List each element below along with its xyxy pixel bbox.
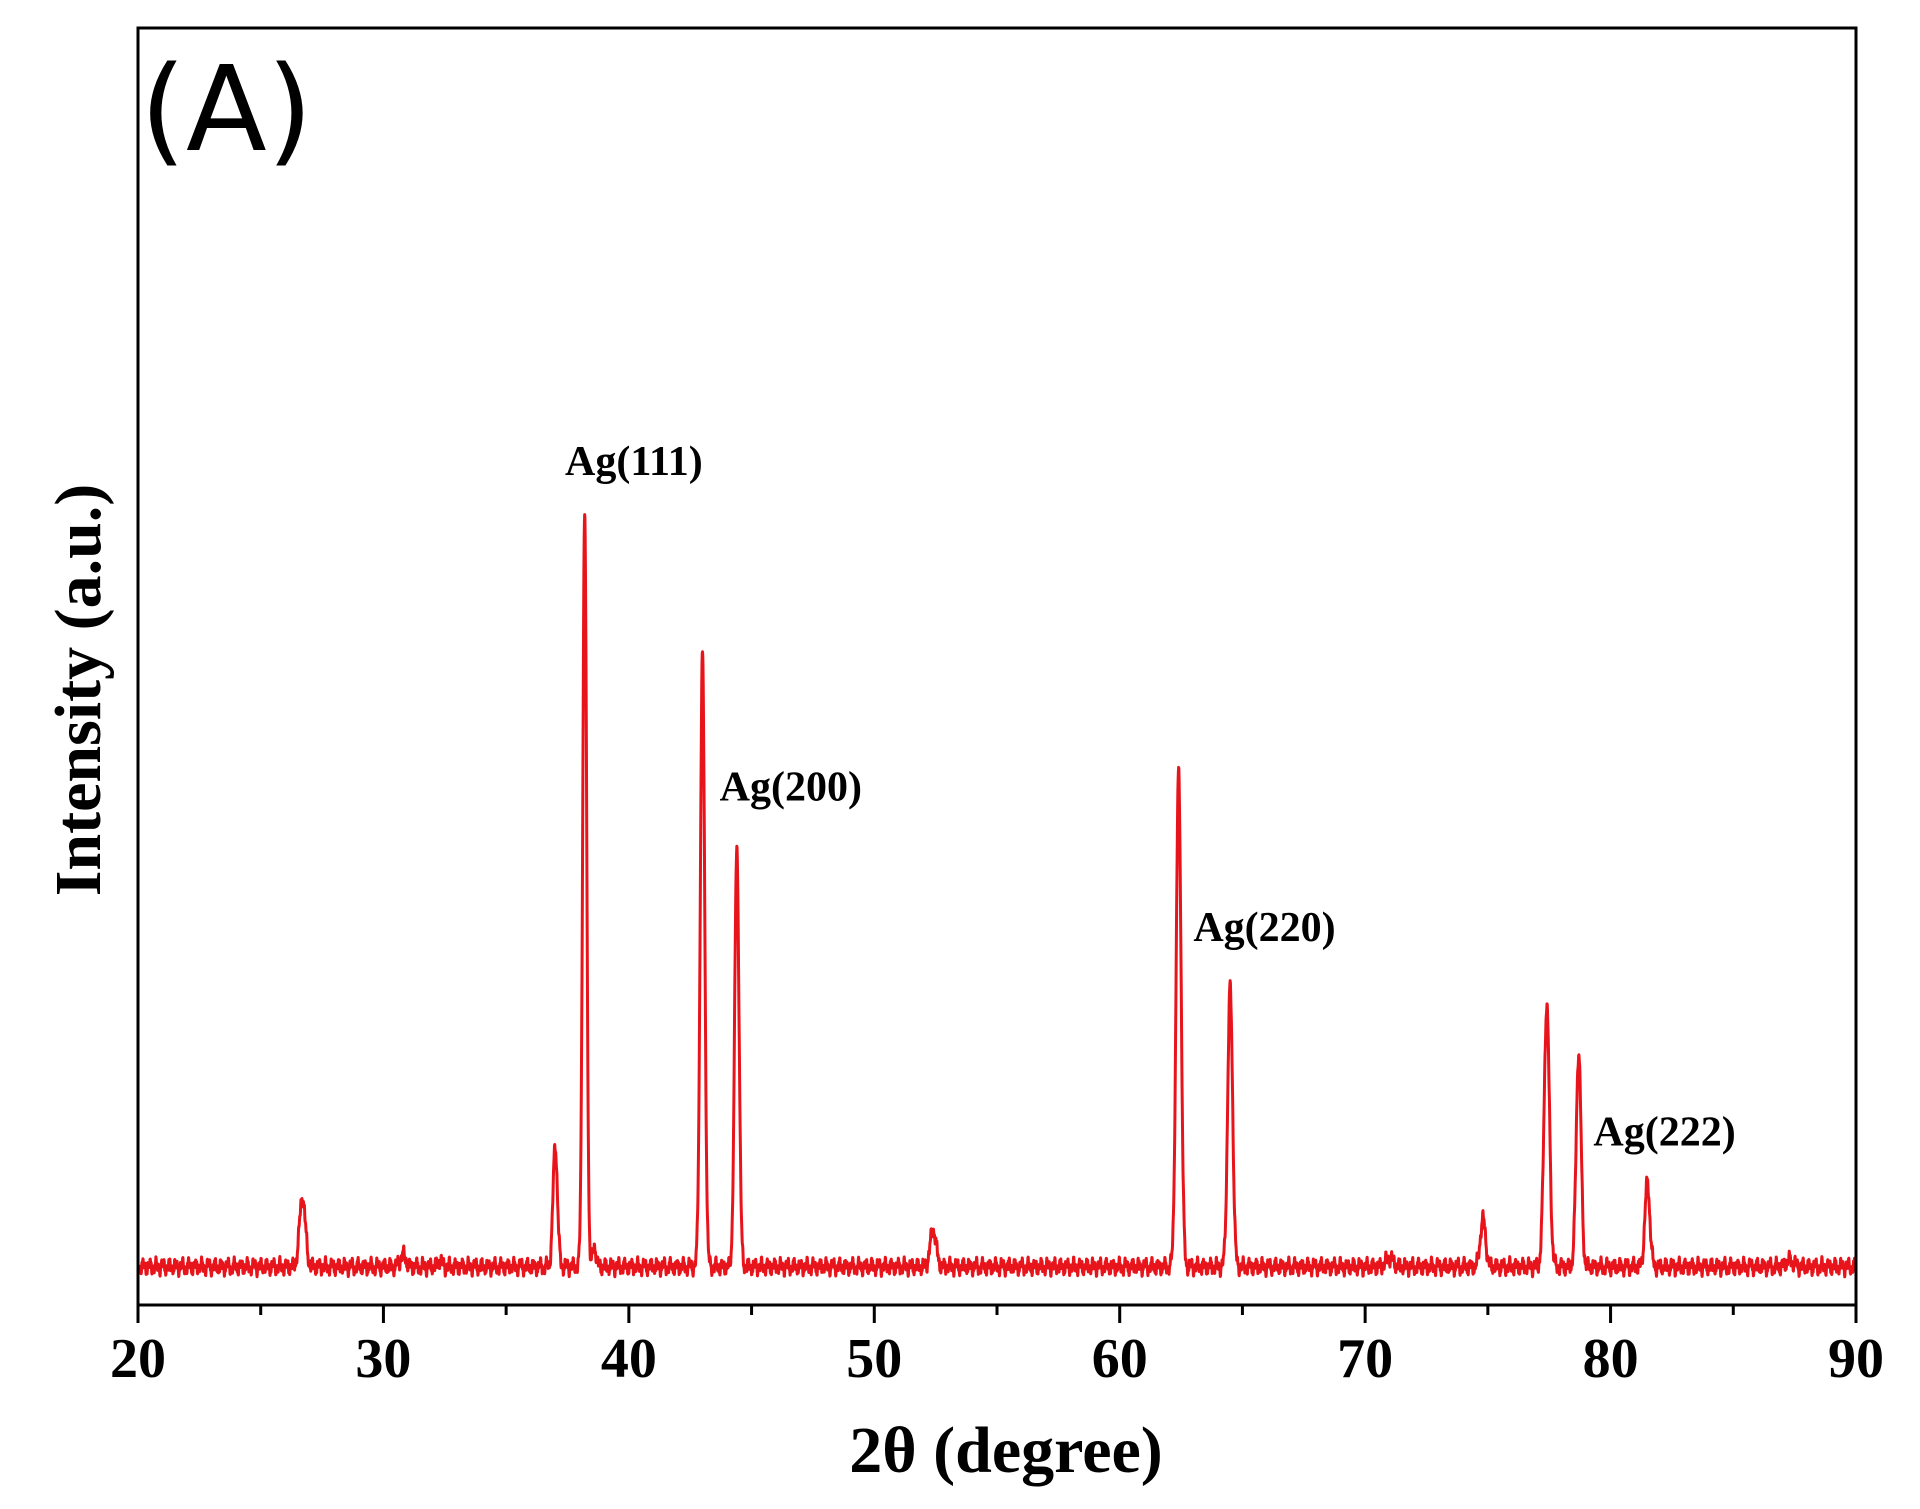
x-tick-label: 40 <box>601 1328 657 1390</box>
xrd-series-line <box>136 513 1858 1279</box>
x-tick-label: 20 <box>110 1328 166 1390</box>
x-axis-title: 2θ (degree) <box>849 1414 1163 1487</box>
peak-annotations: Ag(111) Ag(200) Ag(220) Ag(222) <box>565 439 1736 1155</box>
peak-label: Ag(220) <box>1193 905 1335 951</box>
x-axis-ticks: 20 30 40 50 60 70 80 90 <box>110 1305 1884 1390</box>
y-axis-title: Intensity (a.u.) <box>42 484 115 897</box>
x-tick-label: 60 <box>1092 1328 1148 1390</box>
x-tick-label: 90 <box>1828 1328 1884 1390</box>
x-tick-label: 80 <box>1583 1328 1639 1390</box>
x-tick-label: 70 <box>1337 1328 1393 1390</box>
panel-label: (A) <box>140 40 313 178</box>
peak-label: Ag(200) <box>720 765 862 811</box>
x-tick-label: 30 <box>355 1328 411 1390</box>
plot-area <box>136 513 1858 1279</box>
x-tick-label: 50 <box>846 1328 902 1390</box>
peak-label: Ag(111) <box>565 439 703 485</box>
peak-label: Ag(222) <box>1593 1109 1735 1155</box>
